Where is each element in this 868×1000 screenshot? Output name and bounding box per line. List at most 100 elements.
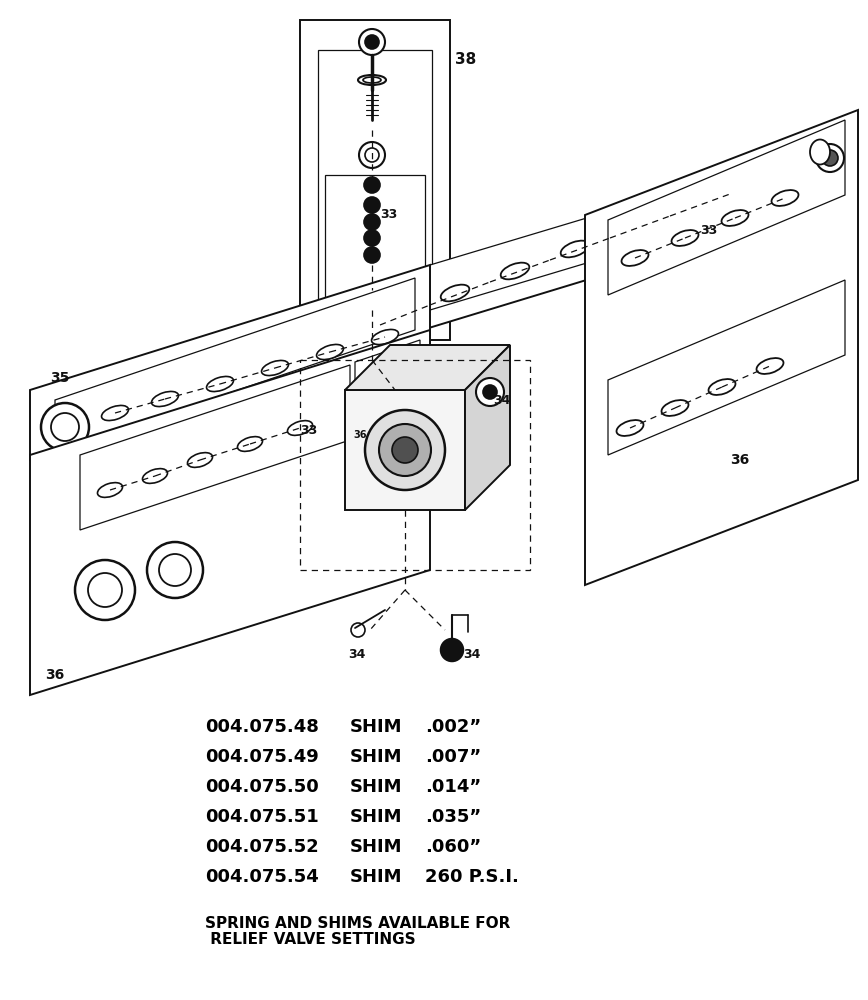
Text: 004.075.48: 004.075.48 bbox=[205, 718, 319, 736]
Circle shape bbox=[364, 247, 380, 263]
Text: .014”: .014” bbox=[425, 778, 481, 796]
Ellipse shape bbox=[97, 483, 122, 497]
Text: SHIM: SHIM bbox=[350, 748, 403, 766]
Polygon shape bbox=[80, 365, 350, 530]
Polygon shape bbox=[345, 390, 465, 510]
Text: SHIM: SHIM bbox=[350, 868, 403, 886]
Circle shape bbox=[159, 554, 191, 586]
Ellipse shape bbox=[721, 210, 748, 226]
Polygon shape bbox=[430, 160, 780, 310]
Ellipse shape bbox=[561, 241, 589, 257]
Text: .035”: .035” bbox=[425, 808, 481, 826]
Polygon shape bbox=[465, 345, 510, 510]
Circle shape bbox=[816, 144, 844, 172]
Text: SHIM: SHIM bbox=[350, 808, 403, 826]
Ellipse shape bbox=[102, 405, 128, 421]
Circle shape bbox=[822, 150, 838, 166]
Ellipse shape bbox=[708, 379, 735, 395]
Circle shape bbox=[41, 403, 89, 451]
Ellipse shape bbox=[152, 391, 179, 407]
Polygon shape bbox=[345, 345, 510, 390]
Ellipse shape bbox=[317, 344, 344, 360]
Ellipse shape bbox=[501, 263, 529, 279]
Text: SHIM: SHIM bbox=[350, 838, 403, 856]
Circle shape bbox=[754, 172, 770, 188]
Text: 34: 34 bbox=[348, 648, 365, 662]
Circle shape bbox=[147, 542, 203, 598]
Polygon shape bbox=[300, 20, 450, 340]
Circle shape bbox=[364, 214, 380, 230]
Circle shape bbox=[359, 142, 385, 168]
Ellipse shape bbox=[661, 400, 688, 416]
Circle shape bbox=[365, 35, 379, 49]
Circle shape bbox=[351, 623, 365, 637]
Ellipse shape bbox=[616, 420, 643, 436]
Ellipse shape bbox=[810, 139, 830, 164]
Polygon shape bbox=[355, 340, 420, 477]
Polygon shape bbox=[325, 175, 425, 305]
Ellipse shape bbox=[207, 376, 233, 392]
Text: 004.075.51: 004.075.51 bbox=[205, 808, 319, 826]
Text: SPRING AND SHIMS AVAILABLE FOR: SPRING AND SHIMS AVAILABLE FOR bbox=[205, 916, 510, 931]
Ellipse shape bbox=[772, 190, 799, 206]
Text: .002”: .002” bbox=[425, 718, 481, 736]
Text: 36: 36 bbox=[353, 430, 366, 440]
Ellipse shape bbox=[238, 437, 262, 451]
Polygon shape bbox=[30, 330, 430, 695]
Text: SHIM: SHIM bbox=[350, 778, 403, 796]
Circle shape bbox=[441, 639, 463, 661]
Text: .007”: .007” bbox=[425, 748, 481, 766]
Text: .060”: .060” bbox=[425, 838, 481, 856]
Ellipse shape bbox=[358, 75, 386, 85]
Text: 36: 36 bbox=[730, 453, 749, 467]
Polygon shape bbox=[585, 110, 858, 585]
Circle shape bbox=[88, 573, 122, 607]
Text: 34: 34 bbox=[463, 648, 480, 662]
Circle shape bbox=[379, 424, 431, 476]
Circle shape bbox=[75, 560, 135, 620]
Text: 33: 33 bbox=[380, 209, 398, 222]
Text: SHIM: SHIM bbox=[350, 718, 403, 736]
Ellipse shape bbox=[287, 421, 312, 435]
Circle shape bbox=[476, 378, 504, 406]
Circle shape bbox=[392, 437, 418, 463]
Text: 36: 36 bbox=[45, 668, 64, 682]
Ellipse shape bbox=[757, 358, 784, 374]
Ellipse shape bbox=[621, 250, 648, 266]
Ellipse shape bbox=[363, 77, 381, 83]
Circle shape bbox=[365, 410, 445, 490]
Ellipse shape bbox=[187, 453, 213, 467]
Circle shape bbox=[483, 385, 497, 399]
Ellipse shape bbox=[142, 469, 168, 483]
Circle shape bbox=[748, 166, 776, 194]
Ellipse shape bbox=[681, 197, 709, 213]
Text: RELIEF VALVE SETTINGS: RELIEF VALVE SETTINGS bbox=[205, 932, 416, 947]
Text: 33: 33 bbox=[700, 224, 717, 236]
Text: 260 P.S.I.: 260 P.S.I. bbox=[425, 868, 519, 886]
Text: 35: 35 bbox=[50, 371, 69, 385]
Polygon shape bbox=[318, 50, 432, 310]
Circle shape bbox=[359, 29, 385, 55]
Text: 38: 38 bbox=[455, 52, 477, 68]
Circle shape bbox=[364, 197, 380, 213]
Circle shape bbox=[364, 230, 380, 246]
Polygon shape bbox=[608, 280, 845, 455]
Text: 34: 34 bbox=[493, 393, 510, 406]
Ellipse shape bbox=[672, 230, 699, 246]
Ellipse shape bbox=[739, 160, 761, 186]
Circle shape bbox=[51, 413, 79, 441]
Polygon shape bbox=[608, 120, 845, 295]
Circle shape bbox=[364, 177, 380, 193]
Polygon shape bbox=[340, 155, 800, 355]
Text: 004.075.52: 004.075.52 bbox=[205, 838, 319, 856]
Ellipse shape bbox=[261, 360, 288, 376]
Polygon shape bbox=[30, 265, 430, 460]
Polygon shape bbox=[55, 278, 415, 452]
Text: 004.075.50: 004.075.50 bbox=[205, 778, 319, 796]
Ellipse shape bbox=[372, 329, 398, 345]
Text: 33: 33 bbox=[300, 424, 317, 436]
Text: 004.075.49: 004.075.49 bbox=[205, 748, 319, 766]
Ellipse shape bbox=[621, 219, 649, 235]
Circle shape bbox=[365, 148, 379, 162]
Text: 004.075.54: 004.075.54 bbox=[205, 868, 319, 886]
